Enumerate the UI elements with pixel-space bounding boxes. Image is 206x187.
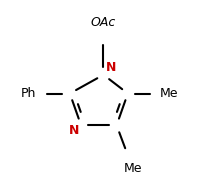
Text: Me: Me	[159, 87, 177, 100]
Text: N: N	[68, 124, 78, 137]
Text: Ph: Ph	[21, 87, 36, 100]
Text: OAc: OAc	[90, 16, 116, 29]
Text: Me: Me	[124, 162, 142, 175]
Text: N: N	[105, 61, 116, 74]
